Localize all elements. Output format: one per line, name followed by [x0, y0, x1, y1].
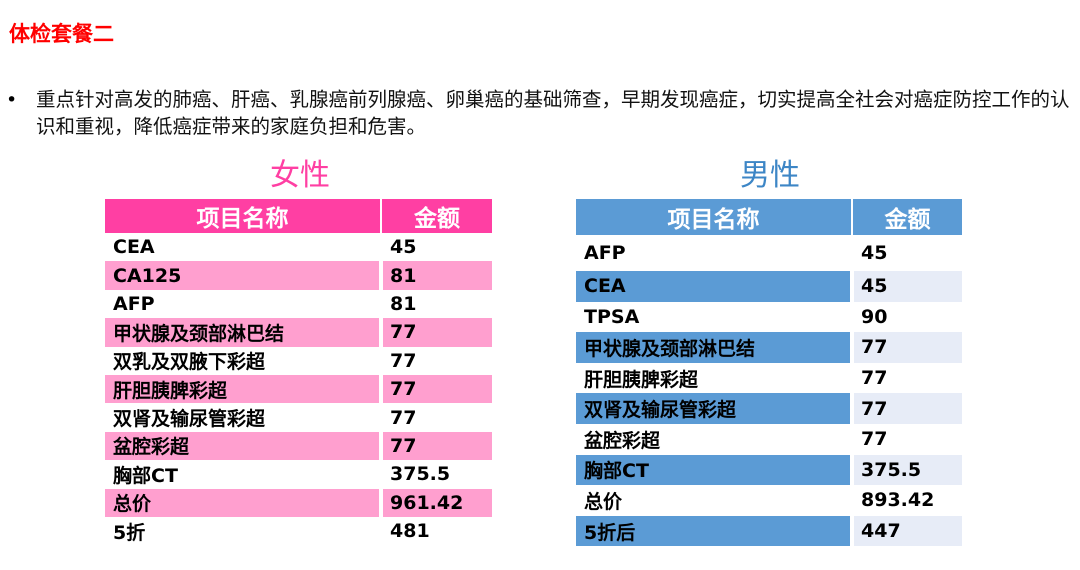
item-name: 肝胆胰脾彩超: [105, 374, 383, 404]
item-name: AFP: [576, 235, 854, 271]
table-row: 盆腔彩超 77: [105, 431, 492, 461]
table-row: AFP 45: [576, 235, 962, 271]
item-price: 77: [381, 374, 492, 404]
item-name: 5折: [105, 516, 383, 546]
male-heading: 男性: [740, 158, 800, 193]
table-row: CEA 45: [105, 233, 492, 262]
item-name: 盆腔彩超: [105, 431, 383, 461]
item-price: 77: [852, 332, 962, 363]
column-header-price: 金额: [381, 199, 492, 233]
table-row: AFP 81: [105, 289, 492, 319]
table-row: 甲状腺及颈部淋巴结 77: [105, 318, 492, 347]
table-header-row: 项目名称 金额: [105, 199, 492, 233]
table-row: 肝胆胰脾彩超 77: [576, 362, 962, 394]
column-header-item-name: 项目名称: [105, 199, 382, 233]
item-name: CEA: [576, 271, 854, 302]
item-price: 375.5: [852, 454, 962, 486]
item-price: 77: [390, 349, 417, 372]
item-name: TPSA: [576, 301, 854, 333]
item-price: 77: [381, 431, 492, 461]
item-name: 甲状腺及颈部淋巴结: [576, 332, 854, 363]
item-name: AFP: [105, 289, 383, 319]
item-price: 90: [861, 305, 888, 328]
item-price: 961.42: [381, 488, 492, 517]
item-name: 甲状腺及颈部淋巴结: [105, 318, 383, 347]
table-row: 胸部CT 375.5: [576, 454, 962, 486]
table-row: 5折 481: [105, 516, 492, 546]
table-row: 总价 893.42: [576, 485, 962, 516]
item-name: 肝胆胰脾彩超: [576, 362, 854, 394]
male-price-table: 项目名称 金额 AFP 45 CEA 45 TPSA 90 甲状腺及颈部淋巴结 77 肝…: [576, 199, 962, 547]
item-name: 双乳及双腋下彩超: [105, 346, 383, 375]
table-row: CA125 81: [105, 261, 492, 290]
item-name: 胸部CT: [105, 460, 383, 489]
item-name: 总价: [576, 485, 854, 516]
column-header-item-name: 项目名称: [576, 199, 853, 235]
table-row: 5折后 447: [576, 515, 962, 547]
table-row: 双肾及输尿管彩超 77: [576, 393, 962, 424]
item-price: 45: [390, 236, 417, 259]
item-name: 胸部CT: [576, 454, 854, 486]
item-name: CA125: [105, 261, 383, 290]
female-heading: 女性: [270, 158, 330, 193]
item-price: 45: [852, 271, 962, 302]
page-title: 体检套餐二: [9, 22, 114, 46]
table-row: 总价 961.42: [105, 488, 492, 517]
item-price: 375.5: [390, 463, 451, 486]
table-row: TPSA 90: [576, 301, 962, 333]
item-name: 盆腔彩超: [576, 423, 854, 455]
item-name: 双肾及输尿管彩超: [576, 393, 854, 424]
item-price: 81: [381, 261, 492, 290]
table-row: 双乳及双腋下彩超 77: [105, 346, 492, 375]
item-name: CEA: [105, 233, 383, 262]
table-row: 双肾及输尿管彩超 77: [105, 403, 492, 432]
item-price: 447: [852, 515, 962, 547]
description-text: 重点针对高发的肺癌、肝癌、乳腺癌前列腺癌、卵巢癌的基础筛查，早期发现癌症，切实提…: [36, 88, 1070, 138]
table-row: 盆腔彩超 77: [576, 423, 962, 455]
item-price: 81: [390, 292, 417, 315]
item-name: 5折后: [576, 515, 854, 547]
table-row: 胸部CT 375.5: [105, 460, 492, 489]
item-price: 893.42: [861, 489, 935, 512]
table-row: 甲状腺及颈部淋巴结 77: [576, 332, 962, 363]
item-price: 77: [861, 367, 888, 390]
table-header-row: 项目名称 金额: [576, 199, 962, 235]
table-row: CEA 45: [576, 271, 962, 302]
bullet-marker: •: [6, 89, 18, 111]
table-row: 肝胆胰脾彩超 77: [105, 374, 492, 404]
female-price-table: 项目名称 金额 CEA 45 CA125 81 AFP 81 甲状腺及颈部淋巴结 77 …: [105, 199, 492, 546]
item-name: 总价: [105, 488, 383, 517]
item-name: 双肾及输尿管彩超: [105, 403, 383, 432]
item-price: 45: [861, 242, 888, 264]
item-price: 77: [861, 428, 888, 451]
item-price: 481: [390, 520, 430, 543]
item-price: 77: [390, 406, 417, 429]
column-header-price: 金额: [852, 199, 962, 235]
item-price: 77: [852, 393, 962, 424]
item-price: 77: [381, 318, 492, 347]
